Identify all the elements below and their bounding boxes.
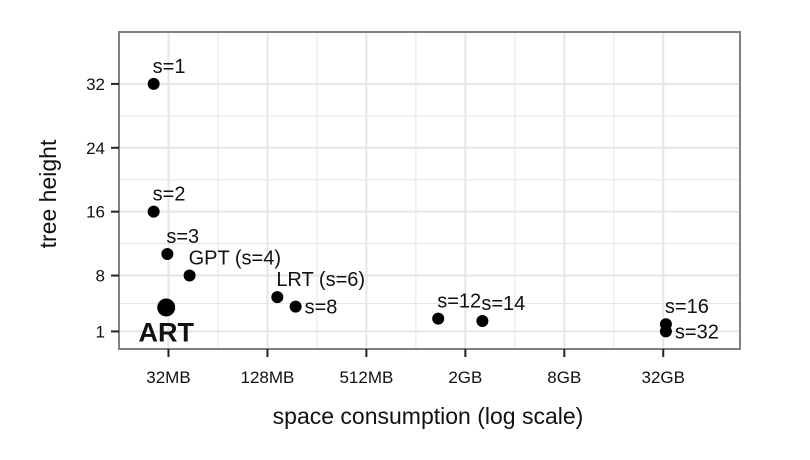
point-label: s=12 — [437, 291, 481, 313]
point-label: s=14 — [481, 293, 525, 315]
x-axis-title: space consumption (log scale) — [273, 403, 584, 429]
y-tick-label: 24 — [86, 139, 105, 158]
y-tick-label: 16 — [86, 203, 105, 222]
data-point — [659, 325, 672, 338]
y-tick-label: 8 — [96, 267, 105, 286]
data-point — [432, 312, 445, 325]
point-label: ART — [138, 317, 194, 347]
data-point — [157, 298, 176, 317]
x-tick-label: 512MB — [339, 368, 393, 387]
x-tick-label: 8GB — [547, 368, 581, 387]
point-label: s=3 — [166, 226, 199, 248]
y-tick-label: 1 — [96, 322, 105, 341]
point-label: s=32 — [675, 321, 719, 343]
point-label: s=16 — [665, 296, 709, 318]
data-points — [147, 77, 672, 338]
point-label: GPT (s=4) — [189, 248, 281, 270]
point-label: s=8 — [305, 297, 338, 319]
y-tick-label: 32 — [86, 75, 105, 94]
plot-panel-border — [118, 31, 741, 350]
point-label: s=1 — [153, 56, 186, 78]
data-point — [147, 77, 160, 90]
data-point — [476, 315, 489, 328]
data-point — [271, 291, 284, 304]
x-tick-label: 2GB — [448, 368, 482, 387]
point-label: LRT (s=6) — [276, 269, 365, 291]
axes: 32MB 128MB 512MB 2GB 8GB 32GB 1 8 16 24 32 — [86, 75, 685, 387]
x-tick-label: 32MB — [146, 368, 190, 387]
data-point — [183, 269, 196, 282]
point-label: s=2 — [153, 184, 186, 206]
y-axis-title: tree height — [35, 139, 61, 248]
data-point — [289, 300, 302, 313]
data-point — [147, 205, 160, 218]
x-tick-label: 128MB — [240, 368, 294, 387]
grid-lines — [119, 32, 740, 349]
x-tick-label: 32GB — [642, 368, 685, 387]
data-point — [161, 247, 174, 260]
